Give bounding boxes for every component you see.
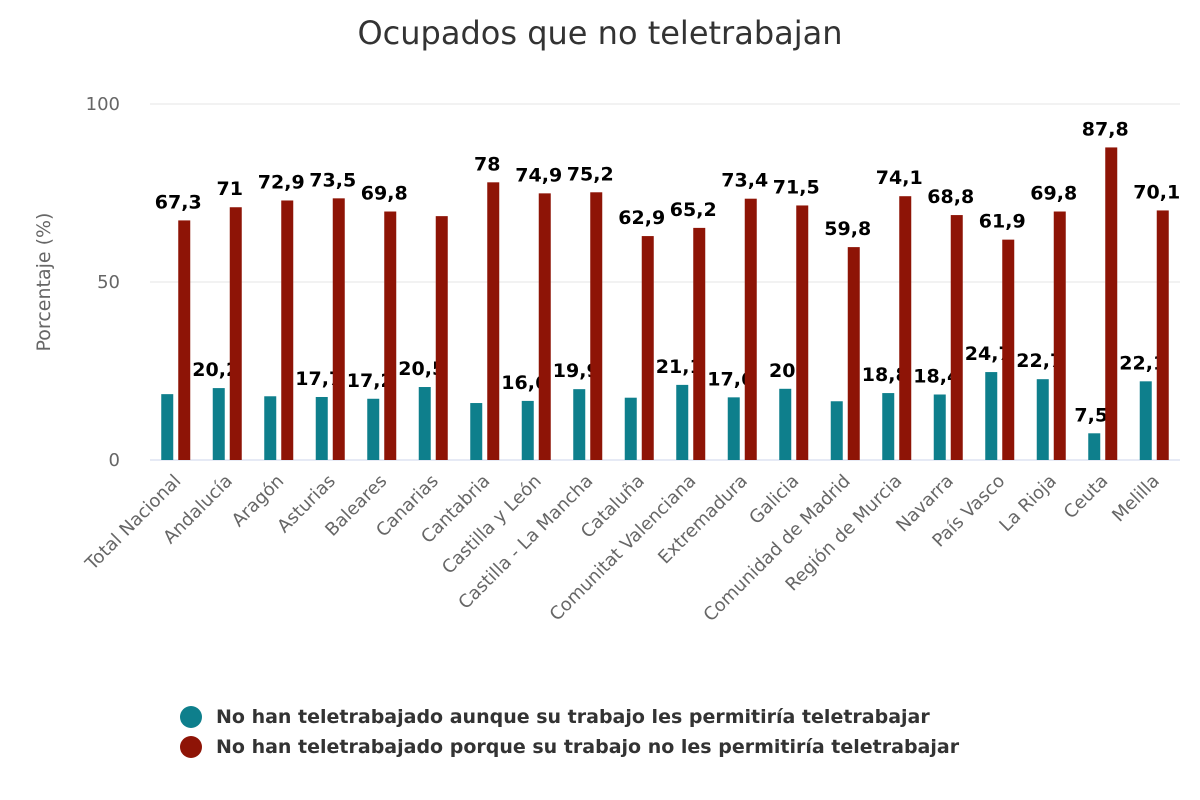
bar-series-2[interactable] [487,182,500,460]
legend-item-series-2[interactable]: No han teletrabajado porque su trabajo n… [180,732,959,762]
bar-series-1[interactable] [573,389,586,460]
bar-series-1[interactable] [264,396,277,460]
y-tick-label: 0 [109,450,120,471]
data-label-series-2: 71 [217,178,243,200]
data-label-series-2: 73,5 [309,169,356,191]
data-label-series-2: 62,9 [618,207,665,229]
x-tick-label: Extremadura [654,471,752,569]
bar-series-2[interactable] [1105,147,1118,460]
bar-series-1[interactable] [727,397,740,460]
data-label-series-2: 65,2 [670,199,717,221]
data-label-series-2: 78 [474,153,500,175]
bar-series-1[interactable] [1139,381,1152,460]
legend-label-series-1: No han teletrabajado aunque su trabajo l… [216,706,930,728]
bar-series-2[interactable] [899,196,912,461]
data-label-series-2: 69,8 [361,183,408,205]
x-tick-label: La Rioja [995,471,1060,536]
bar-series-2[interactable] [950,215,963,460]
bar-series-1[interactable] [1088,433,1101,460]
bar-series-1[interactable] [985,372,998,460]
y-tick-label: 100 [86,94,120,115]
legend-marker-series-2 [180,736,202,758]
bar-series-1[interactable] [315,396,328,460]
x-tick-label: Melilla [1108,471,1164,527]
bar-series-1[interactable] [161,394,174,460]
data-label-series-1: 20 [769,360,795,382]
data-label-series-2: 67,3 [155,191,202,213]
bar-series-2[interactable] [590,192,603,460]
legend-label-series-2: No han teletrabajado porque su trabajo n… [216,736,960,758]
data-label-series-2: 74,1 [876,167,923,189]
bar-series-2[interactable] [281,200,294,460]
bar-series-1[interactable] [779,388,792,460]
bar-series-1[interactable] [470,403,483,460]
bar-series-2[interactable] [538,193,551,460]
bar-series-1[interactable] [676,384,689,460]
bar-series-1[interactable] [367,398,380,460]
bar-series-2[interactable] [1002,239,1015,460]
data-label-series-2: 61,9 [979,211,1026,233]
bar-series-1[interactable] [418,387,431,460]
chart-title: Ocupados que no teletrabajan [357,14,843,52]
bar-series-2[interactable] [332,198,345,460]
bar-series-1[interactable] [830,401,843,460]
bar-series-2[interactable] [229,207,242,460]
data-label-series-2: 69,8 [1030,183,1077,205]
bar-series-2[interactable] [693,227,706,460]
data-label-series-2: 73,4 [721,170,768,192]
data-label-series-1: 17,6 [707,368,754,390]
bar-series-2[interactable] [1156,210,1169,460]
data-label-series-1: 7,5 [1074,404,1108,426]
y-axis-title: Porcentaje (%) [33,213,55,352]
bar-series-2[interactable] [847,247,860,460]
x-tick-label: Ceuta [1060,471,1112,523]
data-label-series-2: 75,2 [567,163,614,185]
data-label-series-2: 74,9 [515,164,562,186]
legend: No han teletrabajado aunque su trabajo l… [180,702,959,762]
bar-series-1[interactable] [521,400,534,460]
bar-series-2[interactable] [1053,211,1066,460]
bar-series-1[interactable] [624,397,637,460]
legend-item-series-1[interactable]: No han teletrabajado aunque su trabajo l… [180,702,959,732]
data-label-series-2: 59,8 [824,218,871,240]
bar-series-1[interactable] [1036,379,1049,460]
bar-series-2[interactable] [384,211,397,460]
bar-series-2[interactable] [796,205,809,460]
data-label-series-2: 70,1 [1133,181,1180,203]
y-tick-label: 50 [97,272,120,293]
data-label-series-2: 72,9 [258,171,305,193]
bar-series-2[interactable] [744,198,757,461]
bar-series-1[interactable] [882,393,895,460]
bar-series-2[interactable] [435,216,448,460]
data-label-series-2: 71,5 [773,176,820,198]
legend-marker-series-1 [180,706,202,728]
data-label-series-2: 68,8 [927,186,974,208]
data-label-series-2: 87,8 [1082,118,1129,140]
bar-series-1[interactable] [933,394,946,460]
bar-series-2[interactable] [641,236,654,460]
bar-series-2[interactable] [178,220,191,460]
bar-series-1[interactable] [212,388,225,460]
